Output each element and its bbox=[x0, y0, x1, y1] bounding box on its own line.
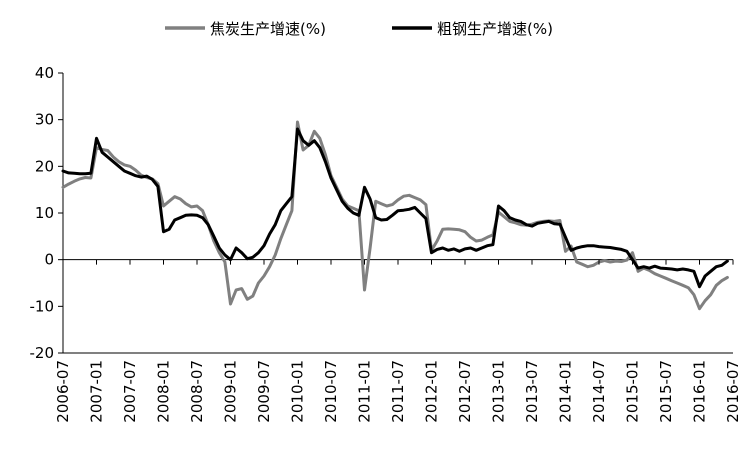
y-tick-label: 10 bbox=[35, 204, 54, 222]
x-tick-label: 2016-07 bbox=[724, 360, 742, 423]
x-tick-label: 2015-01 bbox=[624, 360, 642, 423]
x-tick-label: 2014-01 bbox=[557, 360, 575, 423]
x-tick-label: 2008-07 bbox=[188, 360, 206, 423]
x-tick-label: 2012-01 bbox=[423, 360, 441, 423]
x-tick-label: 2015-07 bbox=[657, 360, 675, 423]
x-tick-label: 2007-01 bbox=[88, 360, 106, 423]
legend: 焦炭生产增速(%) 粗钢生产增速(%) bbox=[165, 20, 553, 38]
y-tick-label: 0 bbox=[44, 251, 54, 269]
x-tick-label: 2008-01 bbox=[155, 360, 173, 423]
x-tick-label: 2009-07 bbox=[255, 360, 273, 423]
x-tick-label: 2011-01 bbox=[356, 360, 374, 423]
x-tick-label: 2010-07 bbox=[322, 360, 340, 423]
y-tick-label: -20 bbox=[30, 344, 55, 362]
legend-label-1: 焦炭生产增速(%) bbox=[210, 20, 326, 38]
series-layer bbox=[61, 120, 729, 311]
series-line-2 bbox=[61, 127, 729, 289]
y-tick-label: -10 bbox=[30, 297, 55, 315]
y-tick-label: 40 bbox=[35, 64, 54, 82]
x-tick-label: 2013-07 bbox=[523, 360, 541, 423]
y-tick-label: 20 bbox=[35, 157, 54, 175]
x-tick-label: 2010-01 bbox=[289, 360, 307, 423]
x-tick-label: 2013-01 bbox=[490, 360, 508, 423]
x-axis-ticks: 2006-07 2007-01 2007-07 2008-01 2008-07 2009-… bbox=[54, 259, 742, 423]
x-tick-label: 2007-07 bbox=[121, 360, 139, 423]
axes bbox=[62, 73, 733, 354]
x-tick-label: 2009-01 bbox=[222, 360, 240, 423]
y-tick-label: 30 bbox=[35, 111, 54, 129]
x-tick-label: 2011-07 bbox=[389, 360, 407, 423]
legend-label-2: 粗钢生产增速(%) bbox=[437, 20, 553, 38]
x-tick-label: 2014-07 bbox=[590, 360, 608, 423]
series-line-1 bbox=[61, 120, 729, 311]
y-axis-ticks: 40 30 20 10 0 -10 -20 bbox=[30, 64, 63, 362]
x-tick-label: 2016-01 bbox=[691, 360, 709, 423]
x-tick-label: 2012-07 bbox=[456, 360, 474, 423]
x-tick-label: 2006-07 bbox=[54, 360, 72, 423]
